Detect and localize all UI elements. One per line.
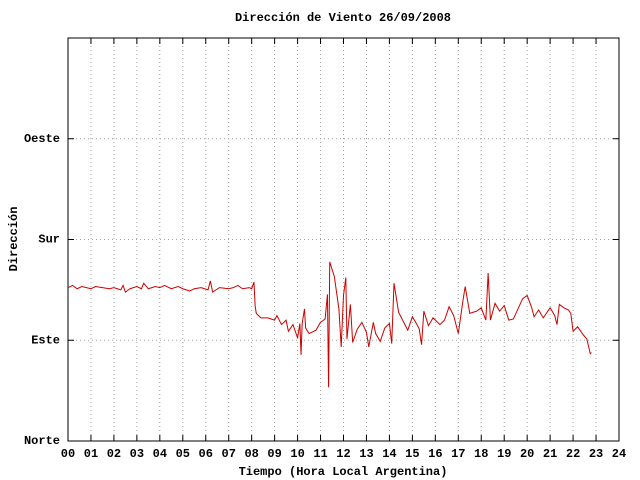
x-tick-label: 22 [566, 447, 580, 461]
y-axis-label: Dirección [7, 207, 21, 272]
x-tick-label: 00 [61, 447, 75, 461]
x-tick-label: 09 [267, 447, 281, 461]
x-tick-label: 04 [153, 447, 167, 461]
x-tick-label: 06 [199, 447, 213, 461]
data-line [67, 261, 592, 388]
y-tick-label: Norte [24, 434, 60, 448]
y-tick-label: Oeste [24, 132, 60, 146]
y-tick-label: Sur [38, 233, 60, 247]
x-tick-label: 19 [497, 447, 511, 461]
x-tick-label: 20 [520, 447, 534, 461]
x-tick-label: 21 [543, 447, 557, 461]
x-tick-label: 18 [474, 447, 488, 461]
x-tick-label: 14 [382, 447, 396, 461]
x-tick-label: 05 [176, 447, 190, 461]
x-tick-label: 23 [589, 447, 603, 461]
x-tick-label: 02 [107, 447, 121, 461]
x-tick-label: 24 [612, 447, 626, 461]
x-tick-label: 11 [313, 447, 327, 461]
x-tick-label: 07 [222, 447, 236, 461]
x-tick-label: 03 [130, 447, 144, 461]
x-tick-label: 01 [84, 447, 98, 461]
y-tick-label: Este [31, 333, 60, 347]
x-tick-label: 13 [359, 447, 373, 461]
x-tick-label: 10 [290, 447, 304, 461]
x-tick-label: 12 [336, 447, 350, 461]
x-tick-label: 16 [428, 447, 442, 461]
x-axis-label: Tiempo (Hora Local Argentina) [239, 465, 448, 479]
plot-frame [67, 37, 620, 442]
x-tick-label: 08 [244, 447, 258, 461]
x-tick-label: 15 [405, 447, 419, 461]
x-tick-label: 17 [451, 447, 465, 461]
chart-title: Dirección de Viento 26/09/2008 [235, 11, 451, 25]
